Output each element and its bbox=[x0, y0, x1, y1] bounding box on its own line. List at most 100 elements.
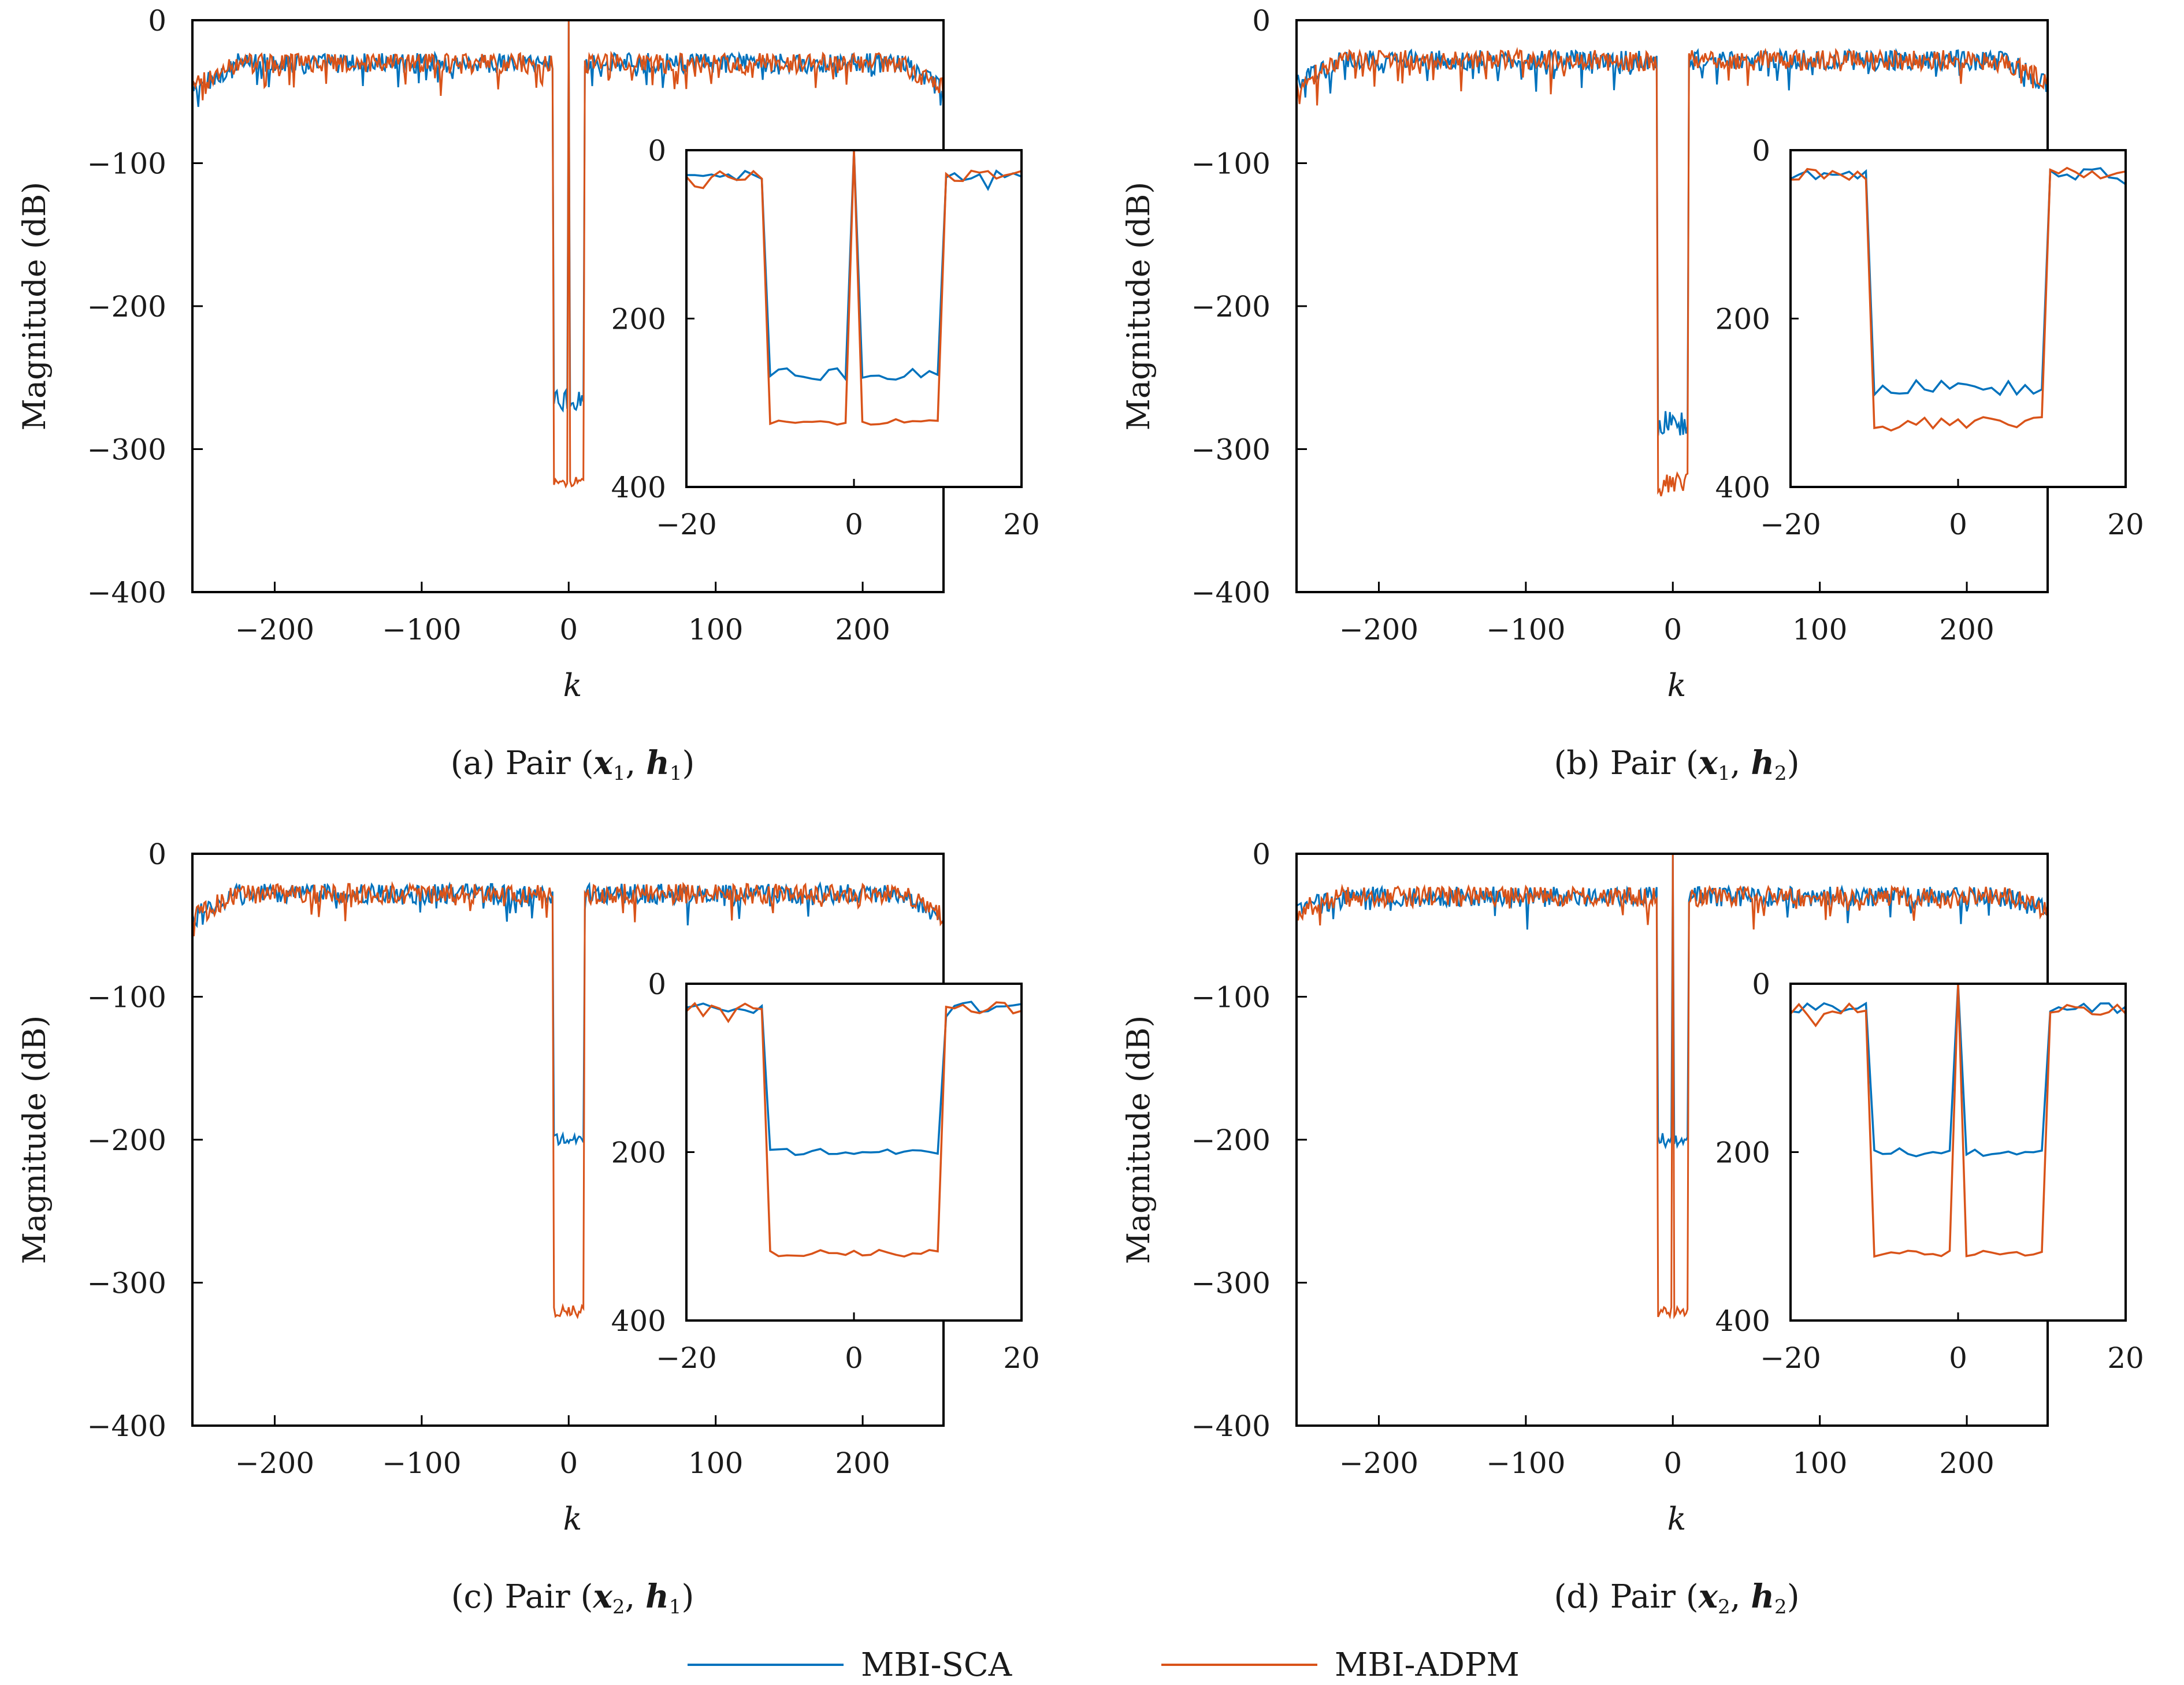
inset-y-tick-label: 400 bbox=[611, 471, 666, 504]
legend: MBI-SCA MBI-ADPM bbox=[688, 1646, 1520, 1684]
inset-series-line-sca bbox=[686, 1000, 1022, 1156]
inset-y-tick-label: 200 bbox=[611, 303, 666, 336]
x-tick-label: −200 bbox=[1339, 1446, 1418, 1480]
x-tick-label: 100 bbox=[1792, 1446, 1847, 1480]
inset-x-tick-label: 0 bbox=[1949, 508, 1967, 541]
inset-x-tick-label: −20 bbox=[656, 1341, 717, 1375]
panels: −200 −100 0 100 2000−100−200−300−400kMagnitu… bbox=[16, 4, 2144, 1619]
panel-caption: (c) Pair (x2, h1) bbox=[451, 1578, 694, 1619]
inset-x-tick-label: 0 bbox=[845, 1341, 863, 1375]
y-tick-label: −300 bbox=[1191, 433, 1271, 467]
inset-y-tick-label: 0 bbox=[648, 134, 666, 168]
x-tick-label: −200 bbox=[1339, 613, 1418, 646]
y-tick-label: −300 bbox=[1191, 1267, 1271, 1300]
x-tick-label: 100 bbox=[1792, 613, 1847, 646]
y-axis-label: Magnitude (dB) bbox=[1120, 182, 1157, 431]
x-tick-label: 200 bbox=[1939, 1446, 1994, 1480]
chart-panel: −200 −100 0 100 2000−100−200−300−400kMagnitu… bbox=[16, 838, 1040, 1619]
inset-y-tick-label: 0 bbox=[648, 968, 666, 1001]
y-tick-label: −200 bbox=[1191, 290, 1271, 323]
y-tick-label: −300 bbox=[87, 433, 166, 467]
x-axis-label: k bbox=[563, 1501, 582, 1537]
inset-background bbox=[1791, 150, 2126, 487]
y-tick-label: −400 bbox=[87, 1409, 166, 1443]
y-tick-label: 0 bbox=[148, 4, 166, 38]
x-tick-label: 200 bbox=[1939, 613, 1994, 646]
x-tick-label: 0 bbox=[559, 1446, 578, 1480]
legend-label-adpm: MBI-ADPM bbox=[1335, 1646, 1520, 1684]
y-tick-label: −400 bbox=[1191, 576, 1271, 609]
x-tick-label: −100 bbox=[1486, 1446, 1565, 1480]
x-axis-label: k bbox=[1667, 667, 1687, 704]
inset-y-tick-label: 200 bbox=[1715, 303, 1770, 336]
inset-x-tick-label: 20 bbox=[2107, 1341, 2144, 1375]
inset-y-tick-label: 200 bbox=[611, 1136, 666, 1170]
x-tick-label: −100 bbox=[382, 613, 461, 646]
inset-x-tick-label: 20 bbox=[1003, 508, 1040, 541]
y-tick-label: −300 bbox=[87, 1267, 166, 1300]
x-tick-label: 0 bbox=[559, 613, 578, 646]
inset-y-tick-label: 0 bbox=[1752, 968, 1770, 1001]
inset-background bbox=[686, 150, 1022, 487]
series-line-adpm bbox=[1295, 853, 2049, 1320]
y-tick-label: −100 bbox=[1191, 147, 1271, 181]
inset-y-tick-label: 0 bbox=[1752, 134, 1770, 168]
y-tick-label: −100 bbox=[87, 981, 166, 1014]
x-axis-label: k bbox=[1667, 1501, 1687, 1537]
y-tick-label: 0 bbox=[1252, 838, 1271, 871]
inset-y-tick-label: 200 bbox=[1715, 1136, 1770, 1170]
x-tick-label: 100 bbox=[688, 613, 743, 646]
inset-x-tick-label: 0 bbox=[1949, 1341, 1967, 1375]
y-axis-label: Magnitude (dB) bbox=[1120, 1016, 1157, 1264]
chart-panel: −200 −100 0 100 2000−100−200−300−400kMagnitu… bbox=[1120, 4, 2144, 785]
inset-y-tick-label: 400 bbox=[1715, 1304, 1770, 1338]
y-tick-label: −200 bbox=[87, 1124, 166, 1157]
inset-series-line-sca bbox=[1790, 167, 2126, 397]
y-tick-label: −200 bbox=[87, 290, 166, 323]
inset-x-tick-label: −20 bbox=[1760, 1341, 1821, 1375]
panel-caption: (a) Pair (x1, h1) bbox=[451, 744, 695, 785]
x-tick-label: 0 bbox=[1663, 613, 1682, 646]
inset-x-tick-label: −20 bbox=[656, 508, 717, 541]
inset-series-line-adpm bbox=[1790, 166, 2126, 432]
inset-y-tick-label: 400 bbox=[611, 1304, 666, 1338]
y-tick-label: −400 bbox=[1191, 1409, 1271, 1443]
x-tick-label: 100 bbox=[688, 1446, 743, 1480]
inset-x-tick-label: 0 bbox=[845, 508, 863, 541]
panel-caption: (d) Pair (x2, h2) bbox=[1554, 1578, 1799, 1619]
panel-caption: (b) Pair (x1, h2) bbox=[1554, 744, 1799, 785]
x-tick-label: 0 bbox=[1663, 1446, 1682, 1480]
y-tick-label: 0 bbox=[1252, 4, 1271, 38]
x-tick-label: −100 bbox=[382, 1446, 461, 1480]
series-line-adpm bbox=[1295, 47, 2048, 497]
inset-background bbox=[1791, 984, 2126, 1321]
legend-label-sca: MBI-SCA bbox=[861, 1646, 1012, 1684]
chart-panel: −200 −100 0 100 2000−100−200−300−400kMagnitu… bbox=[16, 4, 1040, 785]
y-tick-label: 0 bbox=[148, 838, 166, 871]
inset-y-tick-label: 400 bbox=[1715, 471, 1770, 504]
inset-series-line-adpm bbox=[685, 1001, 1022, 1258]
x-axis-label: k bbox=[563, 667, 582, 704]
y-tick-label: −200 bbox=[1191, 1124, 1271, 1157]
y-tick-label: −400 bbox=[87, 576, 166, 609]
x-tick-label: 200 bbox=[835, 1446, 890, 1480]
x-tick-label: 200 bbox=[835, 613, 890, 646]
series-line-adpm bbox=[191, 881, 945, 1319]
series-line-adpm bbox=[191, 20, 945, 489]
x-tick-label: −200 bbox=[235, 613, 314, 646]
y-axis-label: Magnitude (dB) bbox=[16, 1016, 53, 1264]
inset-x-tick-label: 20 bbox=[2107, 508, 2144, 541]
y-tick-label: −100 bbox=[1191, 981, 1271, 1014]
inset-x-tick-label: 20 bbox=[1003, 1341, 1040, 1375]
inset-x-tick-label: −20 bbox=[1760, 508, 1821, 541]
chart-panel: −200 −100 0 100 2000−100−200−300−400kMagnitu… bbox=[1120, 838, 2144, 1619]
y-axis-label: Magnitude (dB) bbox=[16, 182, 53, 431]
inset-background bbox=[686, 984, 1022, 1321]
y-tick-label: −100 bbox=[87, 147, 166, 181]
x-tick-label: −200 bbox=[235, 1446, 314, 1480]
